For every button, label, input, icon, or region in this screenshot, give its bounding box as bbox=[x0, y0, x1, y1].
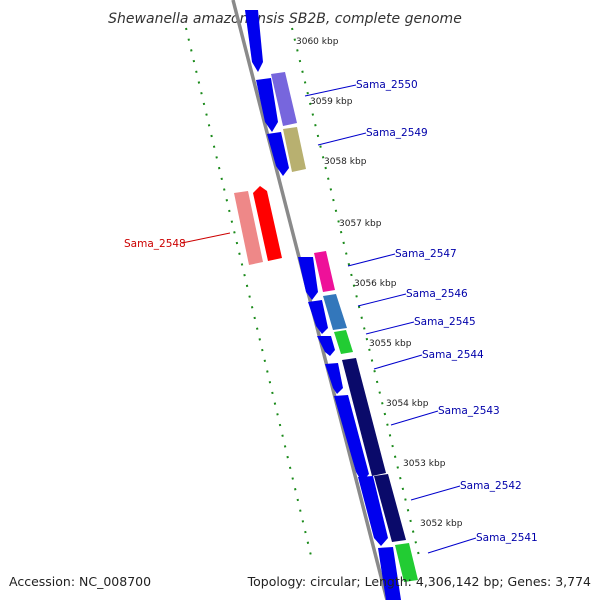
gene-label-sama-2541[interactable]: Sama_2541 bbox=[476, 532, 538, 544]
leader-line bbox=[357, 293, 407, 307]
label-leaders bbox=[181, 84, 477, 554]
map-title: Shewanella amazonensis SB2B, complete ge… bbox=[108, 11, 462, 27]
leader-line bbox=[390, 410, 439, 426]
cds-segment[interactable] bbox=[325, 363, 343, 394]
leader-line bbox=[410, 485, 461, 501]
gene-feature-sama-2548[interactable] bbox=[253, 186, 282, 261]
gene-label-sama-2547[interactable]: Sama_2547 bbox=[395, 248, 457, 260]
cds-segment[interactable] bbox=[298, 257, 318, 300]
cds-segment[interactable] bbox=[308, 300, 328, 334]
leader-line bbox=[373, 354, 423, 370]
gene-feature-sama-2542[interactable] bbox=[374, 474, 406, 542]
ruler-label: 3055 kbp bbox=[369, 339, 412, 349]
gene-features bbox=[271, 72, 418, 582]
gene-feature-sama-2550[interactable] bbox=[271, 72, 297, 126]
gene-label-sama-2545[interactable]: Sama_2545 bbox=[414, 316, 476, 328]
genome-backbone bbox=[231, 0, 389, 600]
ruler-label: 3054 kbp bbox=[386, 399, 429, 409]
gene-feature-sama-2541[interactable] bbox=[395, 543, 418, 582]
cds-segment[interactable] bbox=[378, 547, 401, 600]
cds-segment[interactable] bbox=[256, 78, 278, 132]
cds-segment[interactable] bbox=[245, 10, 263, 72]
ruler-label: 3060 kbp bbox=[296, 37, 339, 47]
ruler-label: 3059 kbp bbox=[310, 97, 353, 107]
gene-label-sama-2550[interactable]: Sama_2550 bbox=[356, 79, 418, 91]
leader-line bbox=[365, 321, 415, 335]
cds-segment[interactable] bbox=[334, 395, 369, 482]
leader-line bbox=[304, 84, 357, 97]
gene-feature-sama-2549[interactable] bbox=[283, 127, 306, 172]
gene-labels: Sama_2550 Sama_2549 Sama_2548 Sama_2547 … bbox=[124, 79, 538, 544]
gene-feature-sama-2548-light[interactable] bbox=[234, 191, 263, 265]
ruler-label: 3057 kbp bbox=[339, 219, 382, 229]
cds-segment[interactable] bbox=[358, 476, 388, 546]
accession-text: Accession: NC_008700 bbox=[9, 574, 151, 589]
leader-line bbox=[181, 232, 231, 244]
forward-cds-track bbox=[245, 10, 401, 600]
ruler-label: 3053 kbp bbox=[403, 459, 446, 469]
ruler-label: 3058 kbp bbox=[324, 157, 367, 167]
leader-line bbox=[347, 253, 396, 267]
gene-feature-sama-2547[interactable] bbox=[314, 251, 335, 292]
gene-label-sama-2543[interactable]: Sama_2543 bbox=[438, 405, 500, 417]
genome-summary-text: Topology: circular; Length: 4,306,142 bp… bbox=[247, 574, 591, 589]
gene-label-sama-2548[interactable]: Sama_2548 bbox=[124, 238, 186, 250]
gene-label-sama-2542[interactable]: Sama_2542 bbox=[460, 480, 522, 492]
gene-label-sama-2544[interactable]: Sama_2544 bbox=[422, 349, 484, 361]
gene-feature-sama-2544[interactable] bbox=[342, 358, 386, 476]
ruler-label: 3052 kbp bbox=[420, 519, 463, 529]
leader-line bbox=[317, 132, 367, 146]
gene-label-sama-2549[interactable]: Sama_2549 bbox=[366, 127, 428, 139]
cds-segment[interactable] bbox=[317, 336, 335, 356]
ruler-labels: 3060 kbp 3059 kbp 3058 kbp 3057 kbp 3056… bbox=[296, 37, 463, 529]
cds-segment[interactable] bbox=[267, 132, 289, 176]
gene-feature-sama-2546[interactable] bbox=[323, 294, 347, 330]
ruler-label: 3056 kbp bbox=[354, 279, 397, 289]
gene-label-sama-2546[interactable]: Sama_2546 bbox=[406, 288, 468, 300]
reverse-cds-track bbox=[234, 186, 282, 265]
leader-line bbox=[427, 537, 477, 554]
gene-feature-sama-2545[interactable] bbox=[334, 330, 353, 354]
